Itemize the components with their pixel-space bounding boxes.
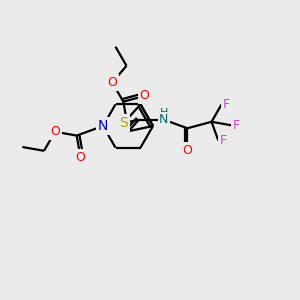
Text: O: O [76, 151, 85, 164]
Text: N: N [159, 113, 169, 126]
Text: N: N [98, 119, 108, 133]
Text: F: F [233, 119, 240, 132]
Text: O: O [140, 89, 149, 103]
Text: F: F [220, 134, 227, 147]
Text: O: O [50, 125, 60, 138]
Text: O: O [182, 144, 192, 157]
Text: S: S [119, 116, 128, 130]
Text: F: F [223, 98, 230, 111]
Text: H: H [160, 108, 168, 118]
Text: O: O [107, 76, 117, 89]
